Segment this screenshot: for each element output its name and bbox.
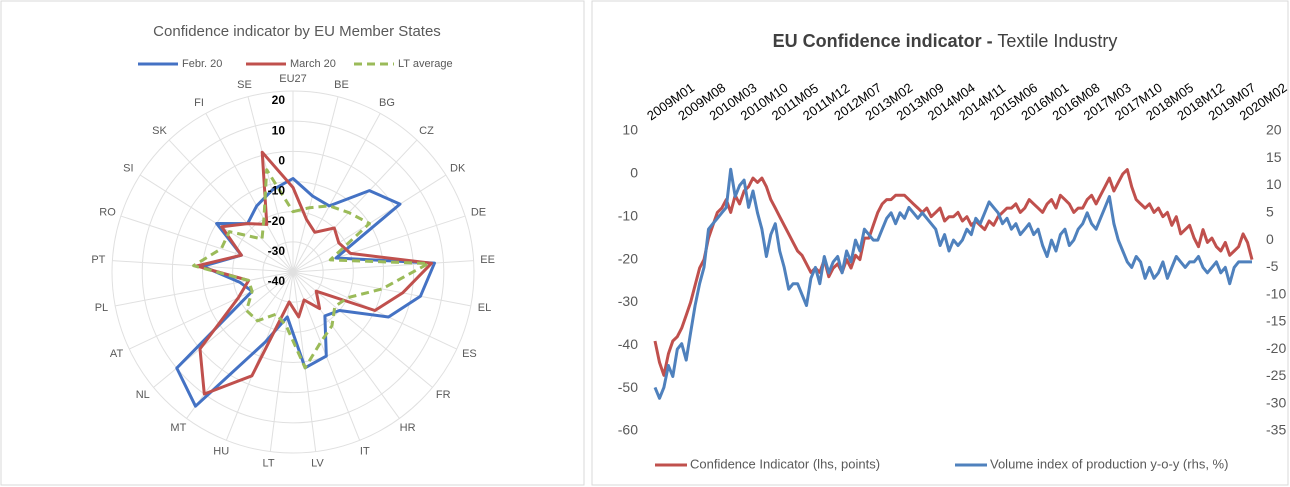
category-label: BE (334, 79, 349, 91)
category-label: DK (450, 162, 466, 174)
category-label: LT (263, 457, 275, 469)
series-line (653, 167, 1252, 400)
spoke (115, 271, 294, 307)
y2-tick-label: 20 (1266, 122, 1282, 138)
y-tick-label: -10 (618, 207, 638, 223)
category-label: SE (237, 79, 252, 91)
spoke (225, 271, 294, 441)
y2-tick-label: -20 (1266, 340, 1286, 356)
spoke (292, 215, 466, 273)
y2-tick-label: 5 (1266, 204, 1274, 220)
r-tick-label: -20 (268, 214, 286, 228)
category-label: RO (99, 206, 116, 218)
y-tick-label: -40 (618, 336, 638, 352)
y2-tick-label: 15 (1266, 149, 1282, 165)
r-tick-label: -40 (268, 274, 286, 288)
radar-line (175, 177, 436, 408)
r-tick-label: 10 (272, 123, 286, 137)
spoke (292, 139, 418, 273)
y2-tick-label: -15 (1266, 313, 1286, 329)
panel-left (0, 0, 585, 486)
category-label: PL (95, 302, 108, 314)
category-label: NL (136, 389, 150, 401)
category-label: FI (194, 97, 204, 109)
category-label: MT (170, 422, 186, 434)
category-label: AT (110, 348, 124, 360)
radar-line (192, 168, 430, 370)
panel-right (591, 0, 1289, 486)
y-tick-label: 0 (630, 165, 638, 181)
spoke (168, 139, 294, 273)
legend-label: LT average (398, 58, 453, 70)
spoke (247, 96, 294, 273)
category-label: DE (471, 206, 486, 218)
spoke (292, 113, 381, 273)
y2-tick-label: -25 (1266, 367, 1286, 383)
y2-tick-label: 0 (1266, 231, 1274, 247)
line-title: EU Confidence indicator - Textile Indust… (773, 31, 1118, 51)
line-subtitle: Textile Industry (997, 31, 1117, 51)
category-label: HR (400, 422, 416, 434)
category-label: FR (436, 389, 451, 401)
spoke (292, 271, 471, 307)
r-tick-label: 0 (278, 154, 285, 168)
legend-label: March 20 (290, 58, 336, 70)
category-label: SK (152, 125, 167, 137)
spoke (205, 113, 294, 273)
category-label: EL (478, 302, 491, 314)
line-title-main: EU Confidence indicator - (773, 31, 993, 51)
spoke (292, 260, 474, 273)
category-label: SI (123, 162, 133, 174)
y-tick-label: -50 (618, 379, 638, 395)
spoke (120, 215, 294, 273)
legend-label: Confidence Indicator (lhs, points) (690, 456, 880, 471)
category-label: EU27 (279, 73, 307, 85)
category-label: CZ (419, 125, 434, 137)
y-tick-label: -30 (618, 293, 638, 309)
category-label: ES (462, 348, 477, 360)
category-label: IT (360, 445, 370, 457)
y2-tick-label: -30 (1266, 394, 1286, 410)
spoke (292, 271, 400, 419)
radar-title: Confidence indicator by EU Member States (153, 23, 441, 40)
y-tick-label: 10 (622, 122, 638, 138)
r-tick-label: -30 (268, 244, 286, 258)
legend-label: Febr. 20 (182, 58, 222, 70)
r-tick-label: 20 (272, 93, 286, 107)
y2-tick-label: 10 (1266, 176, 1282, 192)
category-label: HU (213, 445, 229, 457)
category-label: EE (480, 254, 495, 266)
series-line (653, 168, 1254, 377)
category-label: PT (91, 254, 105, 266)
r-tick-label: -10 (268, 184, 286, 198)
radar-line (195, 150, 433, 396)
legend-label: Volume index of production y-o-y (rhs, %… (990, 456, 1228, 471)
y2-tick-label: -10 (1266, 285, 1286, 301)
spoke (292, 96, 339, 273)
spoke (129, 271, 294, 350)
y-tick-label: -60 (618, 422, 638, 438)
y2-tick-label: -35 (1266, 422, 1286, 438)
category-label: LV (311, 457, 324, 469)
category-label: BG (379, 97, 395, 109)
y2-tick-label: -5 (1266, 258, 1279, 274)
y-tick-label: -20 (618, 250, 638, 266)
